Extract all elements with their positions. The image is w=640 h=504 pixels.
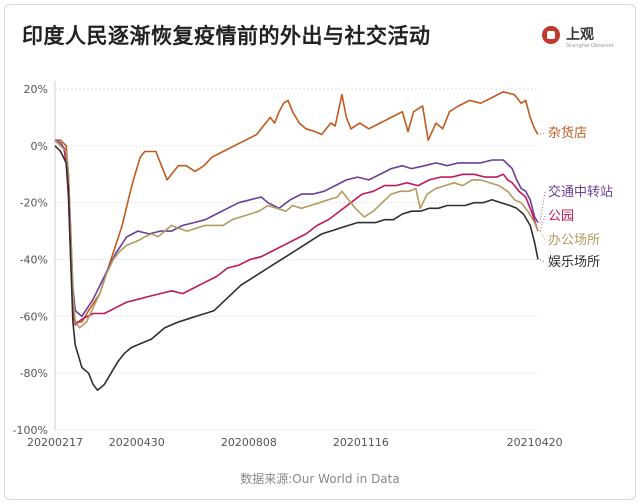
legend-leader bbox=[539, 132, 546, 135]
x-tick-label: 20200808 bbox=[221, 436, 277, 449]
legend-leader bbox=[539, 191, 546, 223]
logo-icon bbox=[542, 26, 560, 44]
y-tick-label: -80% bbox=[20, 367, 48, 380]
x-tick-label: 20201116 bbox=[333, 436, 389, 449]
publisher-logo: 上观 Shanghai Observer bbox=[542, 24, 622, 56]
logo-name: 上观 bbox=[566, 27, 594, 43]
legend-label: 公园 bbox=[548, 209, 574, 224]
y-tick-label: -60% bbox=[20, 310, 48, 323]
legend-leader bbox=[539, 230, 546, 241]
legend-label: 娱乐场所 bbox=[548, 255, 600, 270]
series-line bbox=[55, 91, 539, 323]
series-line bbox=[54, 145, 539, 391]
y-tick-label: 20% bbox=[24, 83, 48, 96]
series-line bbox=[54, 139, 539, 318]
legend-label: 交通中转站 bbox=[548, 184, 613, 200]
y-tick-label: -100% bbox=[13, 424, 48, 437]
y-tick-label: -20% bbox=[20, 197, 48, 210]
y-tick-label: 0% bbox=[31, 140, 48, 153]
y-tick-label: -40% bbox=[20, 254, 48, 267]
legend-leader bbox=[539, 259, 546, 263]
x-tick-label: 20200217 bbox=[27, 436, 83, 449]
series-line bbox=[54, 139, 539, 329]
legend-leader bbox=[539, 215, 546, 232]
legend-label: 办公场所 bbox=[548, 233, 600, 248]
chart-title: 印度人民逐渐恢复疫情前的外出与社交活动 bbox=[22, 24, 431, 48]
data-source: 数据来源:Our World in Data bbox=[240, 472, 400, 486]
chart-card bbox=[4, 4, 636, 500]
logo-subtitle: Shanghai Observer bbox=[566, 43, 614, 49]
x-tick-label: 20200430 bbox=[109, 436, 165, 449]
legend-label: 杂货店 bbox=[548, 125, 587, 141]
x-tick-label: 20210420 bbox=[507, 436, 563, 449]
series-line bbox=[54, 139, 539, 326]
